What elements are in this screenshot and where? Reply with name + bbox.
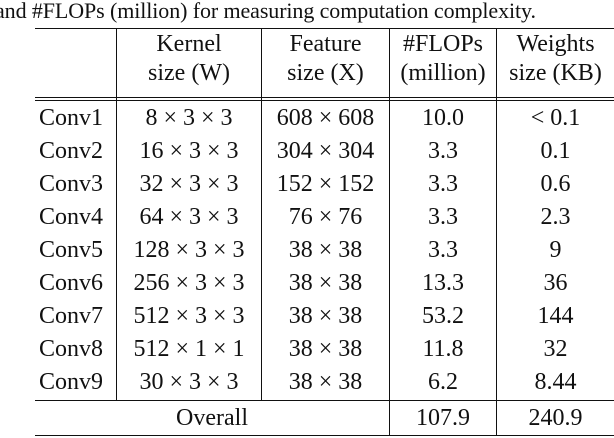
layer-cell: Conv6 — [39, 270, 104, 296]
feature-cell: 152 × 152 — [276, 171, 375, 197]
kernel-cell: 512 × 1 × 1 — [133, 336, 245, 362]
rule-header-bottom-1 — [35, 97, 614, 98]
flops-cell: 3.3 — [428, 171, 458, 197]
weights-cell: 32 — [543, 336, 568, 362]
kernel-cell: 64 × 3 × 3 — [139, 204, 239, 230]
header-kernel-line1: Kernel — [156, 31, 222, 57]
flops-cell: 11.8 — [422, 336, 464, 362]
flops-cell: 3.3 — [428, 138, 458, 164]
layer-cell: Conv5 — [39, 237, 104, 263]
header-weights-line2: size (KB) — [509, 60, 602, 86]
flops-cell: 6.2 — [428, 369, 458, 395]
header-kernel-line2: size (W) — [148, 60, 230, 86]
layer-cell: Conv2 — [39, 138, 104, 164]
weights-cell: 36 — [543, 270, 568, 296]
layer-cell: Conv4 — [39, 204, 104, 230]
rule-vertical-2 — [261, 28, 262, 400]
layer-cell: Conv9 — [39, 369, 104, 395]
layer-cell: Conv1 — [39, 105, 104, 131]
kernel-cell: 256 × 3 × 3 — [133, 270, 245, 296]
table-caption: and #FLOPs (million) for measuring compu… — [0, 0, 536, 23]
flops-cell: 10.0 — [422, 105, 464, 131]
layer-cell: Conv8 — [39, 336, 104, 362]
kernel-cell: 512 × 3 × 3 — [133, 303, 245, 329]
feature-cell: 76 × 76 — [288, 204, 363, 230]
feature-cell: 38 × 38 — [288, 237, 363, 263]
feature-cell: 38 × 38 — [288, 336, 363, 362]
weights-cell: 9 — [549, 237, 562, 263]
total-weights-cell: 240.9 — [528, 405, 583, 431]
weights-cell: < 0.1 — [530, 105, 581, 131]
rule-header-bottom-2 — [35, 100, 614, 101]
rule-vertical-1 — [116, 28, 117, 400]
header-flops-line1: #FLOPs — [402, 31, 484, 57]
kernel-cell: 16 × 3 × 3 — [139, 138, 239, 164]
feature-cell: 38 × 38 — [288, 369, 363, 395]
flops-cell: 53.2 — [422, 303, 464, 329]
feature-cell: 38 × 38 — [288, 270, 363, 296]
rule-top — [35, 28, 614, 29]
layer-cell: Conv7 — [39, 303, 104, 329]
weights-cell: 2.3 — [540, 204, 571, 230]
feature-cell: 38 × 38 — [288, 303, 363, 329]
kernel-cell: 32 × 3 × 3 — [139, 171, 239, 197]
header-flops: #FLOPs (million) — [390, 30, 496, 88]
layer-cell: Conv3 — [39, 171, 104, 197]
feature-cell: 608 × 608 — [276, 105, 375, 131]
kernel-cell: 30 × 3 × 3 — [139, 369, 239, 395]
weights-cell: 0.1 — [540, 138, 571, 164]
header-feature-line2: size (X) — [287, 60, 364, 86]
rule-bottom — [35, 435, 614, 436]
kernel-cell: 128 × 3 × 3 — [133, 237, 245, 263]
weights-cell: 8.44 — [534, 369, 577, 395]
rule-body-bottom — [35, 400, 614, 401]
header-flops-line2: (million) — [400, 60, 486, 86]
header-weights: Weights size (KB) — [497, 30, 614, 88]
feature-cell: 304 × 304 — [276, 138, 375, 164]
flops-cell: 3.3 — [428, 237, 458, 263]
rule-vertical-4 — [496, 28, 497, 436]
flops-cell: 3.3 — [428, 204, 458, 230]
header-kernel: Kernel size (W) — [117, 30, 261, 88]
header-feature-line1: Feature — [289, 31, 362, 57]
weights-cell: 144 — [537, 303, 574, 329]
rule-vertical-3 — [389, 28, 390, 436]
total-label: Overall — [176, 405, 248, 431]
kernel-cell: 8 × 3 × 3 — [145, 105, 233, 131]
weights-cell: 0.6 — [540, 171, 571, 197]
total-flops-cell: 107.9 — [416, 405, 470, 431]
header-weights-line1: Weights — [516, 31, 595, 57]
header-feature: Feature size (X) — [262, 30, 389, 88]
flops-cell: 13.3 — [422, 270, 464, 296]
